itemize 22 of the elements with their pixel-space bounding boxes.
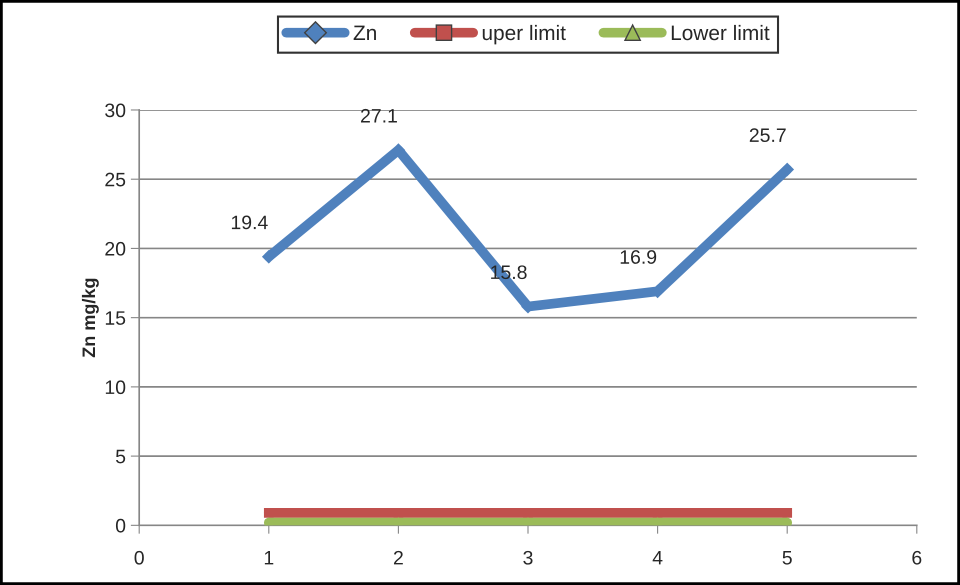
legend-label: uper limit	[482, 24, 566, 44]
x-tick-label: 2	[394, 550, 403, 564]
y-axis-title: Zn mg/kg	[82, 278, 99, 358]
y-tick-label: 5	[116, 450, 126, 464]
y-tick-label: 0	[116, 518, 126, 533]
data-label: 25.7	[750, 128, 786, 142]
data-label: 16.9	[620, 250, 656, 264]
y-tick-label: 10	[106, 380, 126, 394]
y-tick-label: 15	[106, 311, 126, 325]
data-label: 27.1	[361, 108, 397, 122]
x-tick-label: 5	[782, 551, 792, 565]
legend-label: Lower limit	[672, 24, 770, 40]
y-tick-label: 25	[105, 172, 126, 186]
x-tick-label: 1	[264, 551, 274, 564]
y-tick-label: 30	[105, 103, 126, 118]
x-tick-label: 3	[523, 550, 533, 565]
data-label: 19.4	[232, 216, 268, 230]
y-tick-label: 20	[105, 242, 126, 256]
x-tick-label: 4	[652, 551, 662, 564]
x-tick-label: 0	[134, 550, 144, 565]
legend-label: Zn	[354, 26, 376, 40]
x-tick-label: 6	[912, 550, 922, 565]
